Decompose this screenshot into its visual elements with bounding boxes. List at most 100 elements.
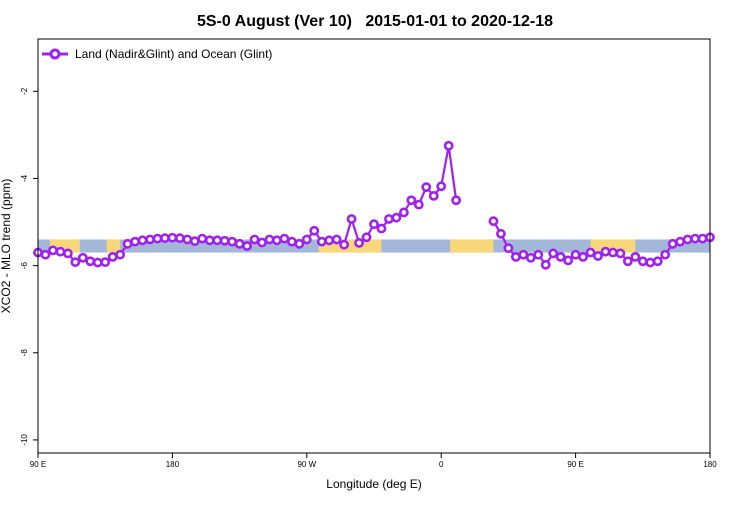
data-point [548, 248, 559, 259]
data-point [443, 140, 454, 151]
data-point [249, 234, 260, 245]
land-patch [106, 239, 121, 253]
land-patch [450, 239, 494, 253]
data-point [540, 259, 551, 270]
data-point [622, 256, 633, 267]
data-point [369, 219, 379, 230]
data-point [85, 256, 96, 267]
data-point [309, 225, 320, 236]
data-point [77, 252, 88, 263]
x-axis-label: Longitude (deg E) [326, 477, 421, 491]
data-point [615, 248, 626, 259]
data-point [406, 195, 417, 206]
data-point [286, 236, 297, 247]
data-point [294, 238, 305, 249]
data-point [272, 235, 282, 246]
data-point [398, 207, 409, 218]
data-point [496, 228, 506, 239]
data-point [421, 182, 432, 193]
data-point [555, 251, 566, 262]
data-point [242, 241, 252, 251]
x-tick-label: 180 [703, 460, 717, 469]
data-point [510, 251, 521, 262]
data-point [257, 237, 267, 248]
data-point [376, 223, 387, 234]
data-point [189, 236, 200, 247]
y-tick-label: -8 [20, 349, 29, 357]
legend-marker-swatch [49, 48, 61, 60]
data-point [346, 214, 357, 224]
data-point [212, 235, 223, 246]
data-point [145, 234, 155, 245]
data-point [301, 234, 312, 245]
data-point [391, 212, 402, 223]
data-point [608, 247, 618, 258]
y-tick-label: -6 [20, 262, 29, 270]
data-point [600, 246, 611, 257]
data-point [264, 234, 275, 245]
data-point [62, 248, 73, 259]
data-point [525, 252, 536, 263]
data-point [227, 236, 238, 247]
data-point [160, 233, 170, 244]
data-point [40, 249, 51, 260]
data-point [100, 257, 111, 268]
data-point [593, 251, 603, 261]
chart-title: 5S-0 August (Ver 10) 2015-01-01 to 2020-… [197, 13, 553, 30]
data-point [570, 249, 581, 260]
data-point [219, 235, 230, 246]
data-point [152, 233, 163, 244]
data-point [316, 236, 327, 247]
data-point [167, 232, 178, 243]
data-point [645, 257, 656, 268]
x-tick-label: 90 W [297, 460, 316, 469]
data-point [503, 243, 514, 254]
x-tick-label: 0 [439, 460, 444, 469]
data-point [92, 257, 103, 268]
data-point [361, 232, 372, 243]
data-point [137, 235, 148, 246]
x-axis-ticks: 90 E 180 90 W 0 90 E 180 [30, 453, 717, 469]
data-point [384, 214, 394, 224]
series-line [447, 145, 458, 201]
data-point [204, 235, 215, 246]
legend: Land (Nadir&Glint) and Ocean (Glint) [42, 47, 272, 61]
data-point [428, 190, 439, 201]
x-tick-label: 180 [166, 460, 180, 469]
data-point [130, 236, 140, 247]
data-point [637, 256, 648, 267]
data-point [660, 249, 671, 260]
data-point [652, 256, 663, 267]
data-point [436, 181, 447, 192]
data-point [234, 238, 245, 249]
data-point [324, 235, 335, 246]
y-tick-label: -4 [20, 174, 29, 182]
data-point [533, 249, 544, 260]
legend-label: Land (Nadir&Glint) and Ocean (Glint) [75, 47, 272, 61]
x-tick-label: 90 E [567, 460, 583, 469]
x-tick-label: 90 E [30, 460, 46, 469]
data-point [339, 239, 350, 250]
data-point [70, 257, 81, 268]
data-point [578, 251, 588, 262]
data-point [697, 233, 708, 244]
y-tick-label: -10 [20, 434, 29, 446]
data-point [488, 216, 499, 227]
data-point [667, 238, 678, 249]
y-axis-ticks: -2 -4 -6 -8 -10 [20, 87, 38, 446]
data-point [279, 233, 290, 244]
data-point [354, 238, 364, 248]
data-point [197, 233, 208, 244]
plot-frame [37, 38, 711, 454]
data-point [518, 249, 529, 260]
data-point [585, 247, 596, 258]
data-point [55, 246, 66, 257]
data-point [122, 238, 133, 249]
data-point [563, 255, 574, 266]
data-point [451, 195, 462, 206]
data-point [107, 251, 118, 262]
y-axis-label: XCO2 - MLO trend (ppm) [0, 179, 13, 314]
y-tick-label: -2 [20, 87, 29, 95]
data-point [174, 233, 185, 244]
